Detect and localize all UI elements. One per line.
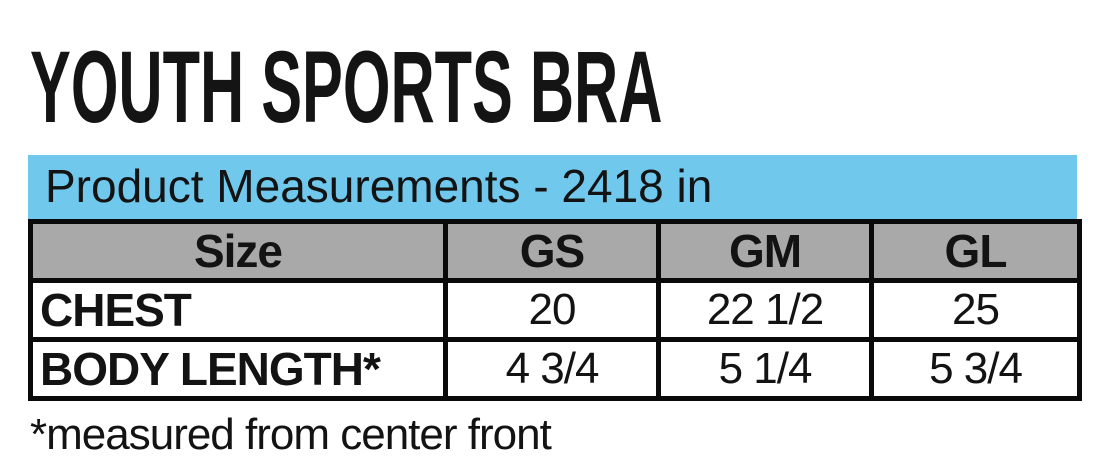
measurement-cell: 5 3/4	[869, 337, 1082, 401]
column-header-gs: GS	[443, 219, 661, 283]
product-title: YOUTH SPORTS BRA	[30, 30, 663, 144]
size-table: Size GS GM GL CHEST 20 22 1/2 25 BODY LE…	[28, 219, 1082, 401]
measurement-cell: 5 1/4	[656, 337, 874, 401]
measurement-cell: 25	[869, 278, 1082, 342]
size-table-header-row: Size GS GM GL	[28, 219, 1082, 283]
row-label-chest: CHEST	[28, 278, 448, 342]
row-label-body-length: BODY LENGTH*	[28, 337, 448, 401]
measurements-header-bar: Product Measurements - 2418 in	[28, 155, 1077, 219]
table-row-body-length: BODY LENGTH* 4 3/4 5 1/4 5 3/4	[28, 337, 1082, 401]
measurements-header-label: Product Measurements - 2418 in	[45, 160, 713, 212]
measurement-cell: 4 3/4	[443, 337, 661, 401]
table-row-chest: CHEST 20 22 1/2 25	[28, 278, 1082, 342]
column-header-gm: GM	[656, 219, 874, 283]
measurement-cell: 20	[443, 278, 661, 342]
measurement-cell: 22 1/2	[656, 278, 874, 342]
column-header-size: Size	[28, 219, 448, 283]
footnote: *measured from center front	[30, 410, 552, 459]
column-header-gl: GL	[869, 219, 1082, 283]
